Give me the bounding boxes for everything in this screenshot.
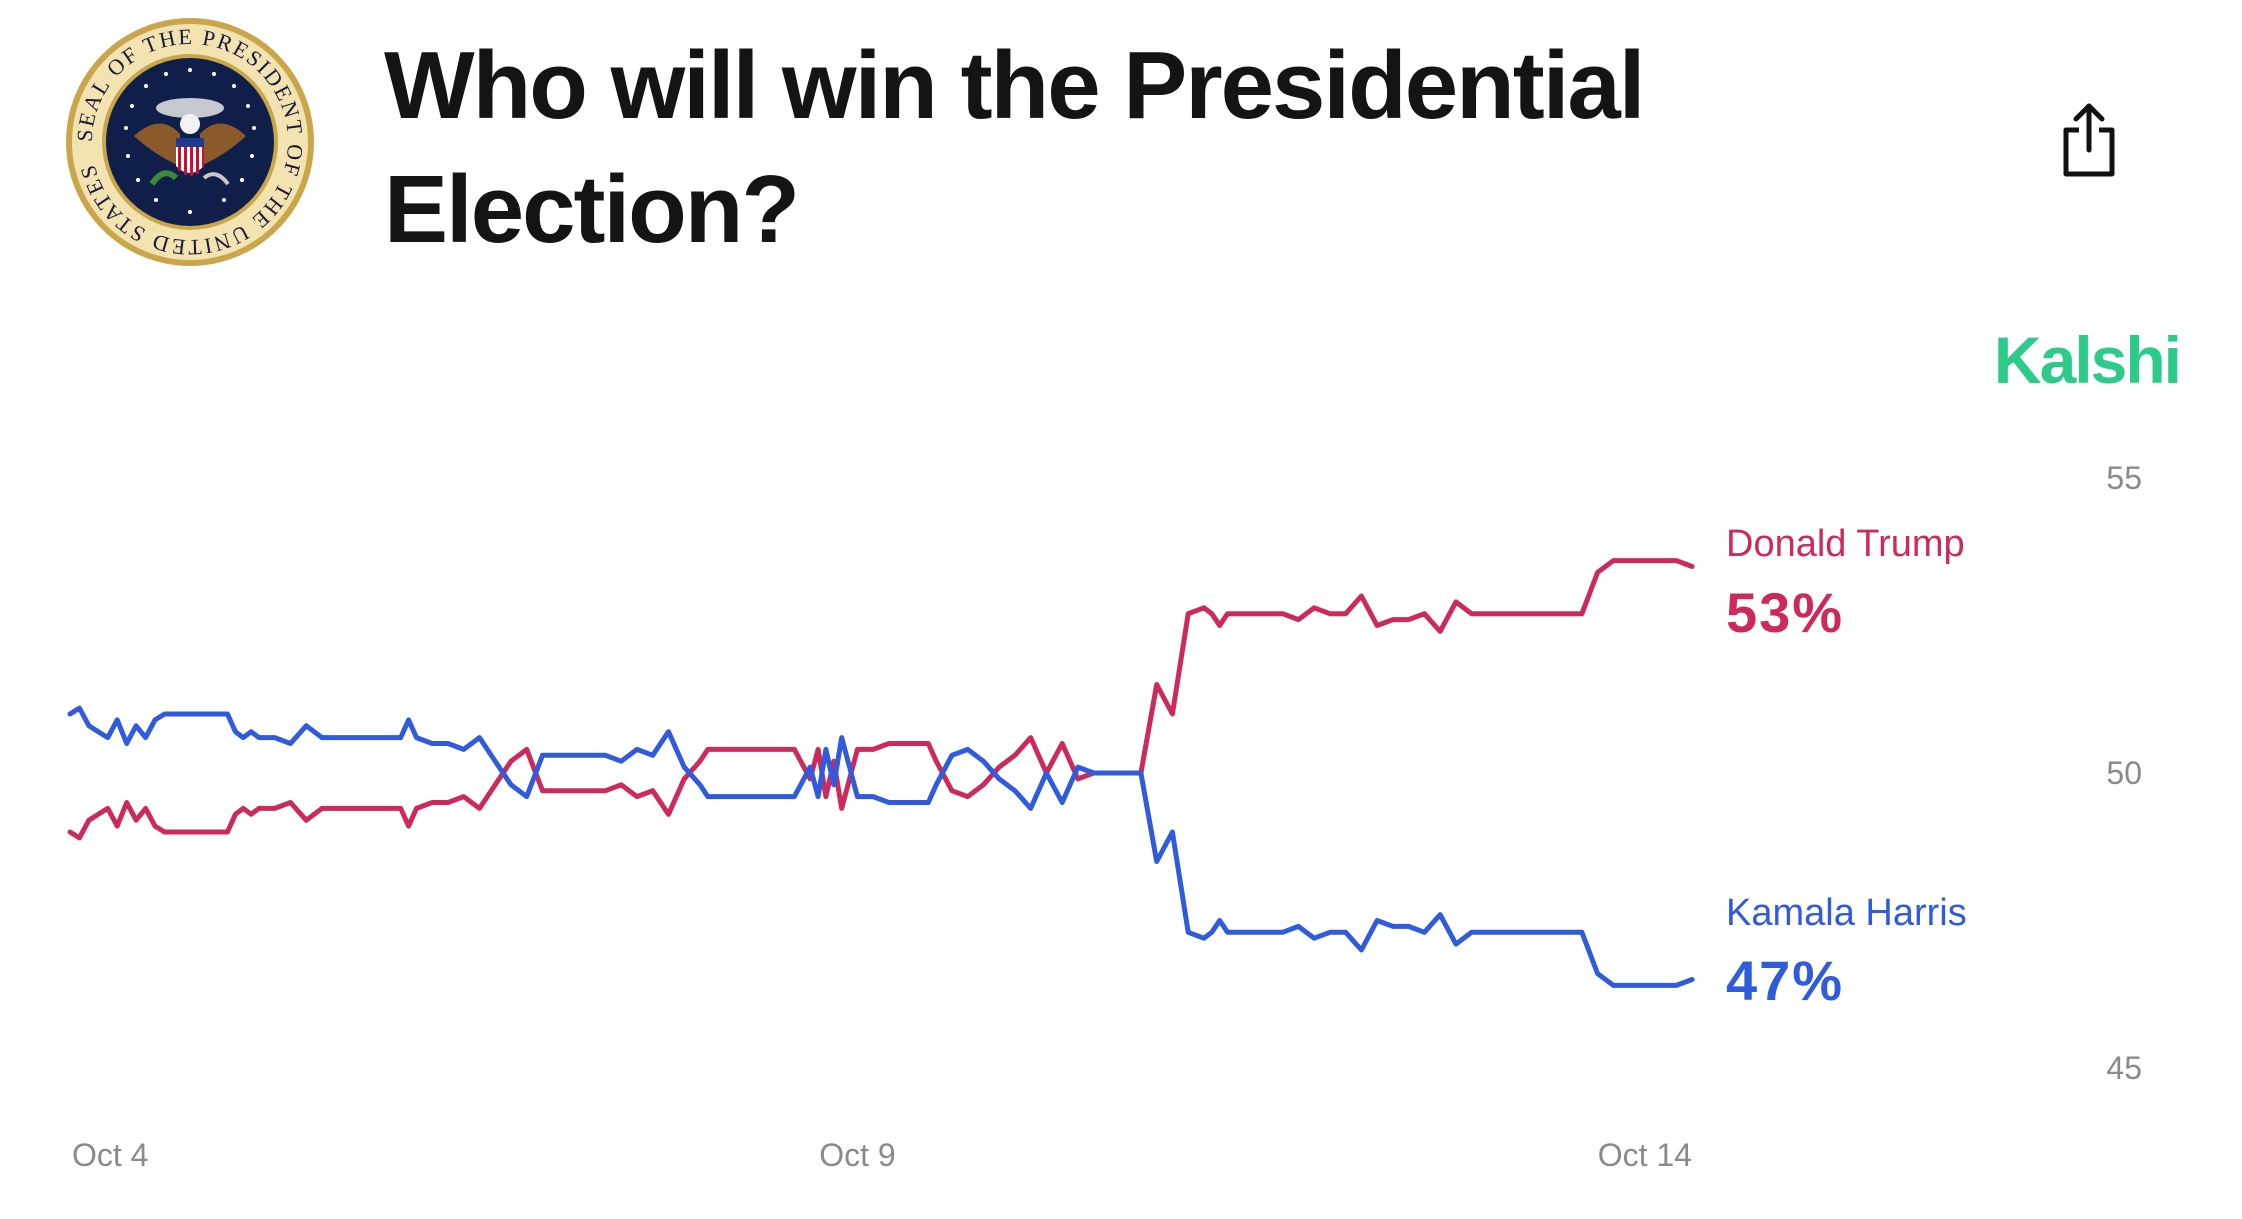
- x-tick-label: Oct 4: [72, 1137, 148, 1173]
- y-tick-label: 55: [2106, 460, 2142, 496]
- page-title: Who will win the Presidential Election?: [384, 32, 1645, 263]
- series-value-label: 53%: [1726, 581, 1844, 644]
- x-tick-label: Oct 14: [1598, 1137, 1692, 1173]
- series-label: Donald Trump: [1726, 523, 1965, 565]
- share-icon[interactable]: [2058, 100, 2120, 180]
- series-line-donald-trump: [67, 558, 1695, 841]
- series-value-label: 47%: [1726, 949, 1844, 1012]
- series-line-kamala-harris: [67, 705, 1695, 988]
- y-tick-label: 45: [2106, 1050, 2142, 1086]
- kalshi-logo: Kalshi: [1993, 323, 2182, 397]
- y-tick-label: 50: [2106, 755, 2142, 791]
- x-tick-label: Oct 9: [819, 1137, 895, 1173]
- series-label: Kamala Harris: [1726, 892, 1967, 934]
- presidential-seal-icon: SEAL OF THE PRESIDENT OF THE UNITED STAT…: [66, 18, 314, 266]
